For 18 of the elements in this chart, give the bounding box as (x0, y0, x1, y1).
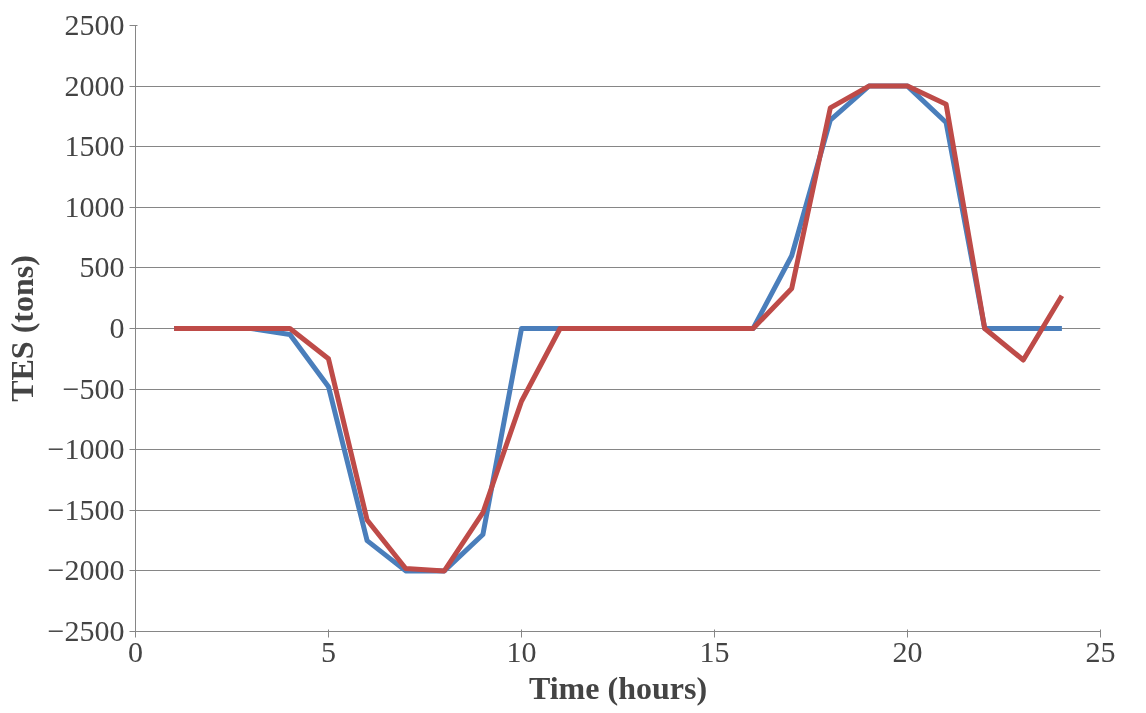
y-axis-title: TES (tons) (3, 255, 40, 402)
y-tick-label: −2000 (47, 553, 125, 587)
y-tick-label: 2500 (64, 8, 125, 41)
y-tick-label: 0 (109, 311, 125, 344)
y-tick-label: −1000 (47, 432, 125, 466)
y-tick-label: −2500 (47, 614, 125, 647)
y-tick-label: −1500 (47, 492, 125, 526)
y-tick-label: 2000 (64, 68, 125, 102)
y-tick-label: 1000 (64, 189, 125, 223)
x-tick-label: 15 (699, 634, 730, 668)
y-tick-label: −500 (62, 371, 125, 405)
y-tick-label: 1500 (64, 129, 125, 163)
x-tick-label: 10 (506, 634, 537, 668)
y-tick-label: 500 (79, 250, 125, 284)
x-axis-title: Time (hours) (528, 669, 708, 706)
x-tick-label: 25 (1085, 634, 1116, 668)
x-tick-label: 5 (321, 634, 336, 668)
x-tick-label: 20 (892, 634, 923, 668)
